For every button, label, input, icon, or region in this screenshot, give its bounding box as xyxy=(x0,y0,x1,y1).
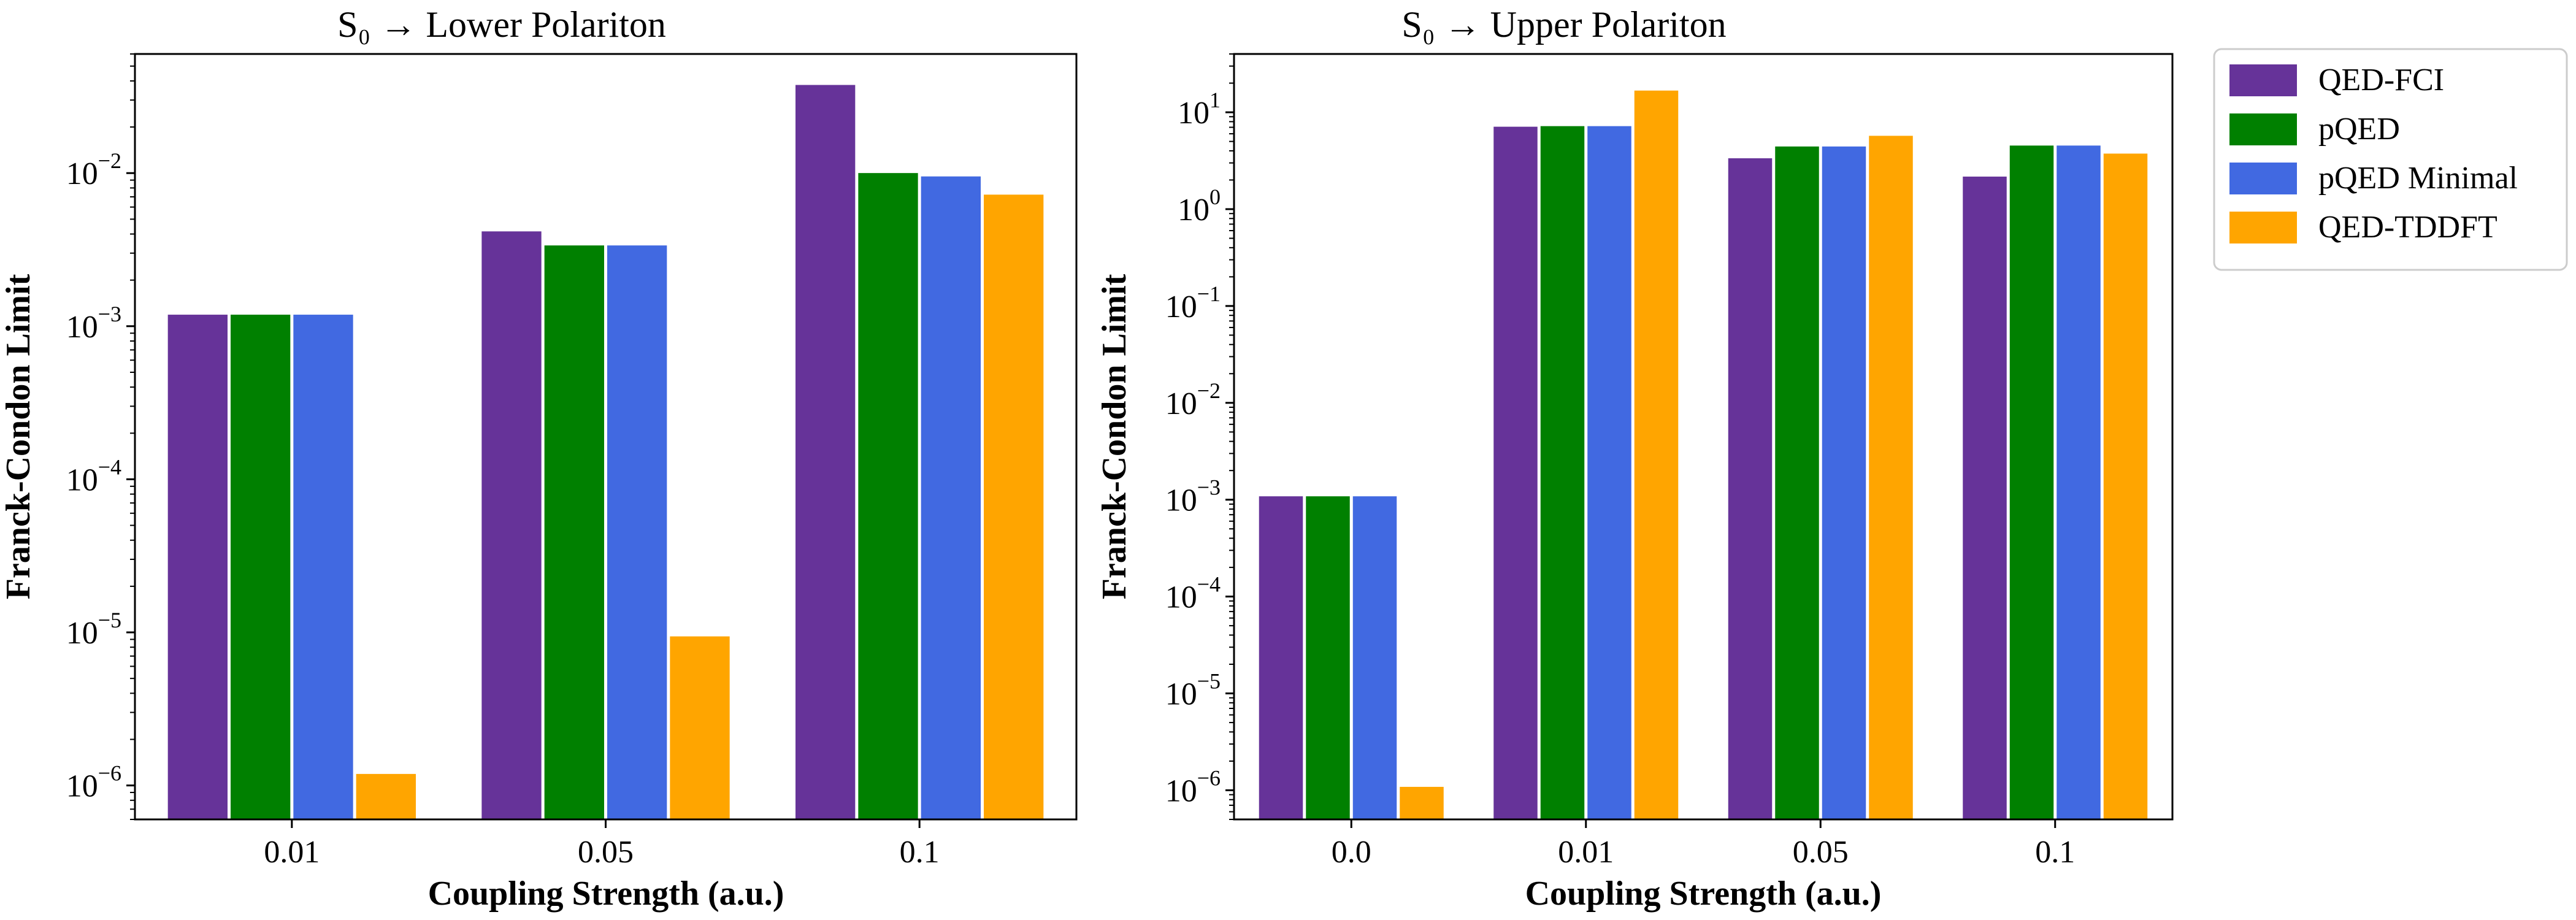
bars-group xyxy=(166,83,1045,821)
bar-qed-tddft-0-01 xyxy=(1633,89,1680,821)
y-tick-label: 10−6 xyxy=(66,761,121,804)
y-tick-label: 10−3 xyxy=(1165,475,1221,518)
chart-lower-polariton: S₀ → Lower Polariton 0.01 0.05 0.1 10−6 10−5… xyxy=(0,4,1078,913)
x-tick-label: 0.0 xyxy=(1332,835,1371,870)
y-tick-label: 10−6 xyxy=(1165,765,1221,808)
bar-qed-tddft-0-01 xyxy=(355,772,418,820)
bar-qed-fci-0-1 xyxy=(794,83,857,820)
x-tick-label: 0.1 xyxy=(900,835,940,870)
legend: QED-FCI pQED pQED Minimal QED-TDDFT xyxy=(2213,48,2568,271)
chart-title: S₀ → Lower Polariton xyxy=(337,4,666,45)
x-tick-label: 0.05 xyxy=(578,835,634,870)
bar-qed-tddft-0-0 xyxy=(1398,785,1445,820)
bar-pqed-0-0 xyxy=(1305,495,1351,820)
x-tick-label: 0.01 xyxy=(1558,835,1614,870)
axes-frame xyxy=(134,53,1078,821)
bar-pqed-0-05 xyxy=(543,244,606,820)
y-axis-label: Franck-Condon Limit xyxy=(0,274,37,599)
y-tick-label: 10−5 xyxy=(1165,669,1221,712)
legend-label-pqed-minimal: pQED Minimal xyxy=(2318,161,2518,196)
y-tick-label: 100 xyxy=(1178,185,1221,228)
chart-title: S₀ → Upper Polariton xyxy=(1401,4,1726,45)
bar-qed-fci-0-0 xyxy=(1257,495,1305,820)
legend-swatch-qed-tddft xyxy=(2229,212,2297,243)
y-tick-label: 10−4 xyxy=(66,454,121,497)
bar-qed-tddft-0-05 xyxy=(1868,134,1914,821)
chart-upper-polariton: S₀ → Upper Polariton 0.0 0.01 0.05 0.1 10−6 1… xyxy=(1095,4,2174,913)
bar-pqed-0-01 xyxy=(229,313,292,820)
bar-pqed-0-1 xyxy=(857,172,919,820)
bars-group xyxy=(1257,89,2149,821)
legend-swatch-pqed xyxy=(2229,113,2297,145)
bar-pqed-0-01 xyxy=(1539,125,1586,821)
bar-qed-tddft-0-1 xyxy=(2102,152,2149,820)
bar-pqed-minimal-0-1 xyxy=(2055,144,2102,820)
x-tick-label: 0.01 xyxy=(264,835,320,870)
tick-labels: 0.01 0.05 0.1 10−6 10−5 10−4 10−3 10−2 xyxy=(66,53,940,870)
bar-qed-tddft-0-1 xyxy=(983,193,1045,820)
x-axis-label: Coupling Strength (a.u.) xyxy=(428,875,784,913)
axes-frame xyxy=(1233,53,2174,821)
y-tick-label: 101 xyxy=(1178,88,1221,131)
y-tick-label: 10−5 xyxy=(66,608,121,651)
bar-qed-fci-0-01 xyxy=(166,313,229,820)
bar-qed-fci-0-01 xyxy=(1492,125,1539,821)
legend-label-qed-fci: QED-FCI xyxy=(2318,63,2444,98)
legend-swatch-qed-fci xyxy=(2229,64,2297,96)
bar-qed-fci-0-05 xyxy=(1727,157,1774,820)
bar-qed-tddft-0-05 xyxy=(669,635,731,821)
bar-qed-fci-0-05 xyxy=(480,230,543,820)
bar-pqed-minimal-0-1 xyxy=(919,175,982,821)
legend-label-pqed: pQED xyxy=(2318,112,2400,147)
legend-label-qed-tddft: QED-TDDFT xyxy=(2318,210,2497,245)
x-axis-label: Coupling Strength (a.u.) xyxy=(1525,875,1882,913)
y-axis-label: Franck-Condon Limit xyxy=(1095,274,1133,599)
y-tick-label: 10−1 xyxy=(1165,282,1221,324)
bar-pqed-0-05 xyxy=(1774,145,1820,820)
legend-frame xyxy=(2213,48,2568,271)
bar-qed-fci-0-1 xyxy=(1961,175,2008,821)
bar-pqed-minimal-0-01 xyxy=(292,313,355,820)
bar-pqed-minimal-0-05 xyxy=(1820,145,1868,820)
x-tick-label: 0.05 xyxy=(1793,835,1849,870)
y-tick-label: 10−2 xyxy=(66,148,121,191)
tick-labels: 0.0 0.01 0.05 0.1 10−6 10−5 10−4 10−3 10−2 10−1 10… xyxy=(1165,53,2075,870)
y-tick-label: 10−3 xyxy=(66,302,121,345)
bar-pqed-minimal-0-01 xyxy=(1586,125,1633,821)
bar-pqed-0-1 xyxy=(2008,144,2055,820)
bar-pqed-minimal-0-05 xyxy=(606,244,669,820)
x-tick-label: 0.1 xyxy=(2035,835,2075,870)
y-tick-label: 10−4 xyxy=(1165,572,1221,615)
legend-swatch-pqed-minimal xyxy=(2229,163,2297,194)
bar-pqed-minimal-0-0 xyxy=(1351,495,1398,820)
y-tick-label: 10−2 xyxy=(1165,378,1221,421)
